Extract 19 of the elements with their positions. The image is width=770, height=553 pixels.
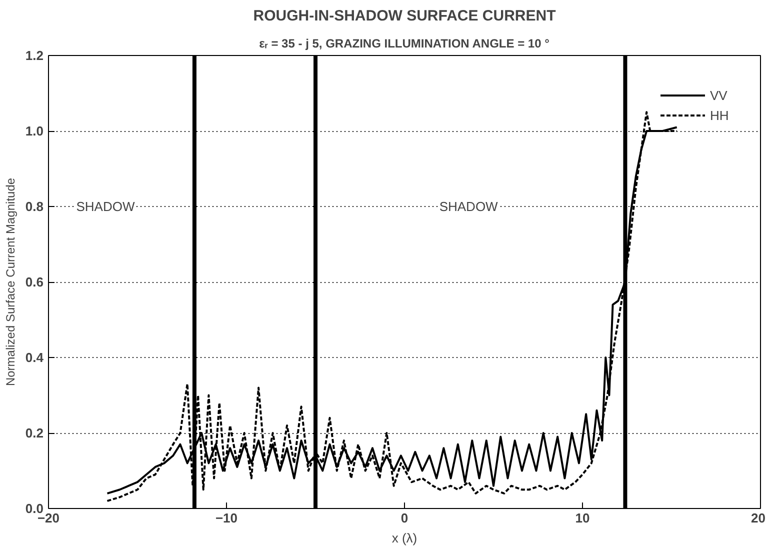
x-tick-label: 10 [575, 510, 590, 526]
x-tick-label: 0 [400, 510, 408, 526]
annotation: SHADOW [76, 198, 136, 214]
x-tick-label: −10 [215, 510, 238, 526]
legend-label: VV [710, 88, 728, 102]
x-axis-title: x (λ) [392, 530, 418, 546]
y-tick-label: 0.0 [25, 501, 44, 516]
y-tick-label: 0.8 [25, 199, 44, 214]
chart-subtitle: εᵣ = 35 - j 5, GRAZING ILLUMINATION ANGLE = 10 ° [259, 36, 550, 50]
x-tick-label: 20 [751, 510, 766, 526]
y-tick-label: 1.2 [25, 48, 44, 63]
y-tick-label: 0.4 [25, 350, 44, 365]
y-tick-label: 1.0 [25, 124, 44, 138]
y-tick-label: 0.2 [25, 426, 44, 440]
y-axis-title: Normalized Surface Current Magnitude [3, 178, 18, 386]
legend-label: HH [710, 108, 730, 122]
chart-title: ROUGH-IN-SHADOW SURFACE CURRENT [253, 8, 556, 24]
annotation: SHADOW [439, 198, 499, 214]
y-tick-label: 0.6 [25, 274, 44, 290]
